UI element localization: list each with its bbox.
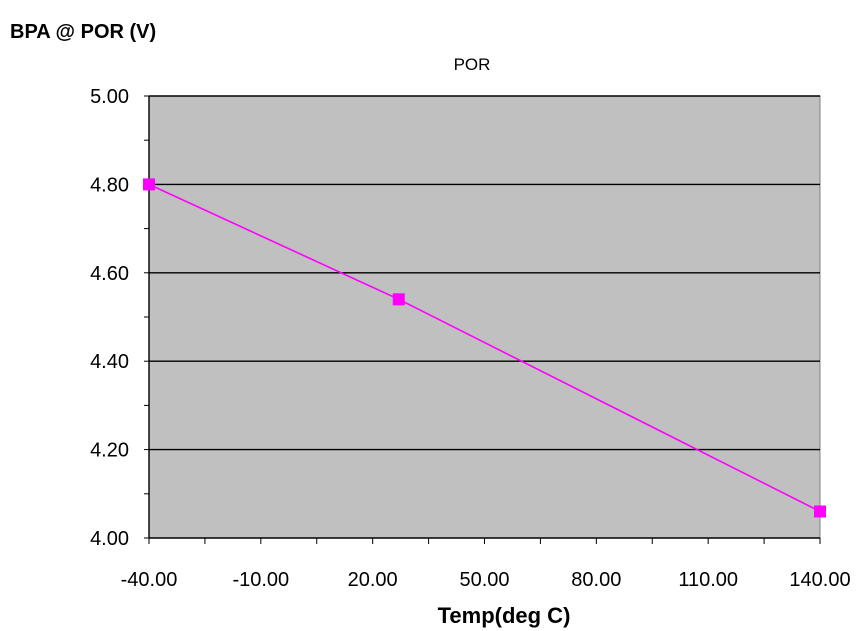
data-point-0-0 [143, 178, 155, 191]
x-tick-label-1: -10.00 [232, 569, 289, 591]
x-tick-label-5: 110.00 [678, 569, 738, 591]
series-layer [143, 178, 826, 518]
grid-lines [149, 95, 820, 451]
x-ticks: -40.00 -10.00 20.00 50.00 80.00 110.00 140.00 [121, 538, 851, 591]
y-tick-label-5: 5.00 [90, 86, 129, 108]
x-tick-label-3: 50.00 [459, 569, 509, 591]
x-axis-label: Temp(deg C) [438, 603, 571, 628]
plot-area [148, 95, 821, 539]
legend-entry-por: POR [454, 55, 491, 74]
x-tick-label-4: 80.00 [571, 569, 621, 591]
y-tick-label-4: 4.80 [90, 174, 129, 196]
x-tick-label-6: 140.00 [789, 569, 850, 591]
x-tick-label-0: -40.00 [121, 569, 178, 591]
y-axis-label: BPA @ POR (V) [10, 21, 156, 43]
data-point-0-2 [814, 505, 826, 518]
y-tick-label-0: 4.00 [90, 528, 129, 550]
data-point-0-1 [392, 293, 405, 306]
y-ticks: 4.00 4.20 4.40 4.60 4.80 5.00 [90, 86, 149, 550]
x-tick-label-2: 20.00 [348, 569, 398, 591]
y-tick-label-2: 4.40 [90, 351, 129, 373]
y-tick-label-1: 4.20 [90, 440, 129, 462]
y-tick-label-3: 4.60 [90, 263, 129, 285]
